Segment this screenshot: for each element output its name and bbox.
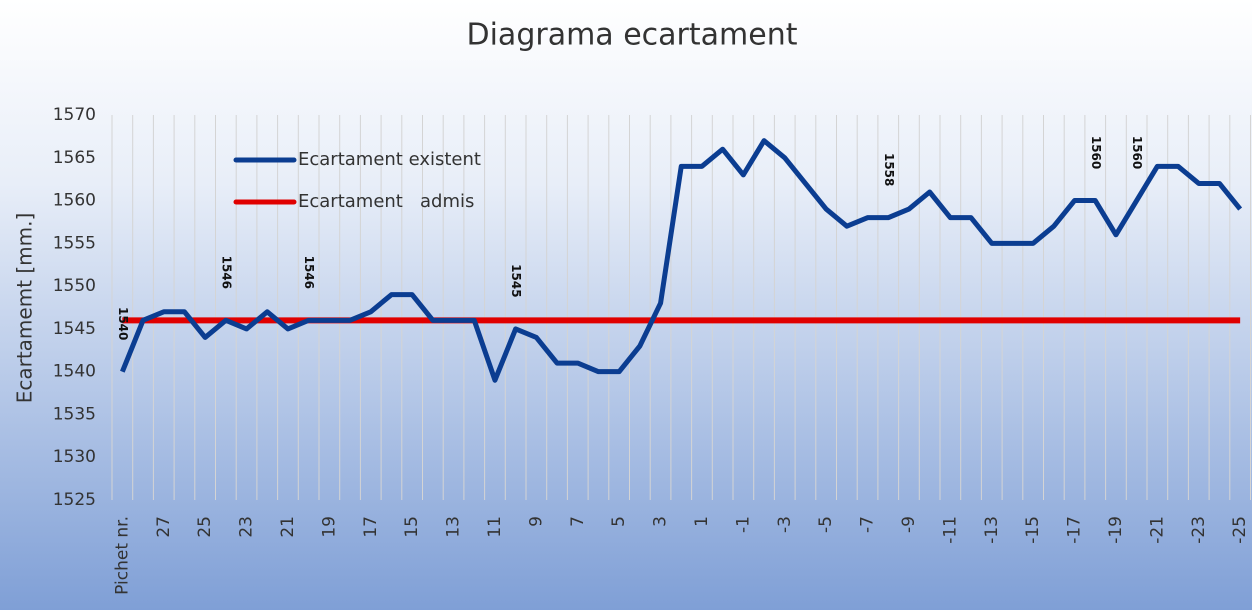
data-label: 1560 <box>1089 136 1103 169</box>
y-tick-label: 1535 <box>53 404 96 424</box>
chart-title: Diagrama ecartament <box>467 18 798 53</box>
x-tick-label: 19 <box>319 516 339 538</box>
y-tick-label: 1530 <box>53 447 96 467</box>
x-tick-label: 5 <box>609 516 629 527</box>
y-tick-label: 1550 <box>53 276 96 296</box>
x-tick-label: 11 <box>485 516 505 538</box>
x-tick-label: 23 <box>237 516 257 538</box>
x-tick-label: 21 <box>278 516 298 538</box>
data-label: 1540 <box>116 307 130 340</box>
x-tick-label: -19 <box>1106 516 1126 544</box>
data-label: 1545 <box>509 264 523 297</box>
data-label: 1560 <box>1130 136 1144 169</box>
x-tick-label: -11 <box>940 516 960 544</box>
x-tick-label: -15 <box>1023 516 1043 544</box>
x-tick-label: -17 <box>1065 516 1085 544</box>
x-tick-label: -5 <box>816 516 836 533</box>
x-tick-label: 7 <box>568 516 588 527</box>
x-tick-label: -1 <box>733 516 753 533</box>
x-tick-label: 15 <box>402 516 422 538</box>
x-tick-label: 25 <box>195 516 215 538</box>
x-tick-label: -9 <box>899 516 919 533</box>
x-tick-label: 9 <box>526 516 546 527</box>
data-label: 1546 <box>302 256 316 289</box>
x-tick-label: 17 <box>361 516 381 538</box>
x-tick-label: -3 <box>775 516 795 533</box>
legend-label: Ecartament admis <box>298 191 474 212</box>
y-tick-label: 1525 <box>53 490 96 510</box>
legend-label: Ecartament existent <box>298 149 481 170</box>
y-tick-label: 1545 <box>53 319 96 339</box>
x-tick-label: -21 <box>1147 516 1167 544</box>
x-tick-label: -13 <box>982 516 1002 544</box>
y-axis-title: Ecartamemt [mm.] <box>13 213 37 404</box>
y-tick-label: 1560 <box>53 191 96 211</box>
x-tick-label: 13 <box>444 516 464 538</box>
y-tick-label: 1565 <box>53 148 96 168</box>
data-label: 1558 <box>882 153 896 186</box>
x-tick-label: -7 <box>858 516 878 533</box>
x-tick-label: Pichet nr. <box>112 516 132 595</box>
x-tick-label: -25 <box>1230 516 1250 544</box>
y-tick-label: 1555 <box>53 233 96 253</box>
data-label: 1546 <box>219 256 233 289</box>
x-tick-label: 3 <box>651 516 671 527</box>
y-tick-label: 1570 <box>53 105 96 125</box>
series-line <box>120 138 1243 383</box>
x-tick-label: -23 <box>1189 516 1209 544</box>
x-tick-label: 1 <box>692 516 712 527</box>
y-tick-label: 1540 <box>53 362 96 382</box>
x-tick-label: 27 <box>154 516 174 538</box>
